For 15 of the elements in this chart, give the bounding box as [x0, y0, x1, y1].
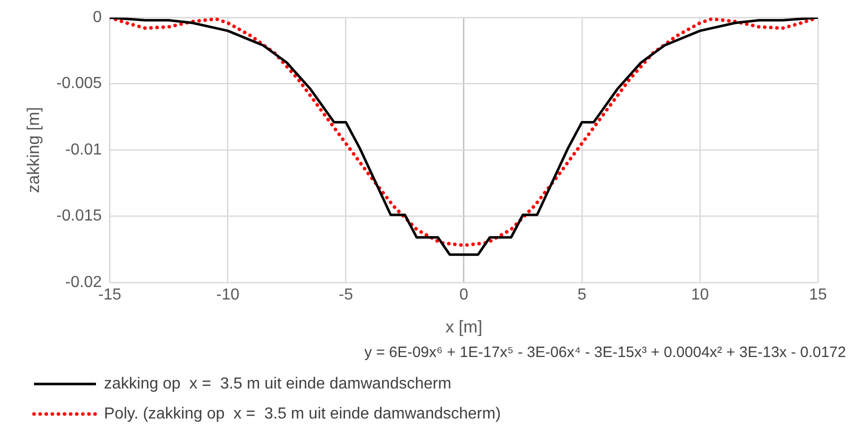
y-tick-label: -0.005 — [56, 75, 102, 92]
legend-label: Poly. (zakking op x = 3.5 m uit einde damwandscherm) — [104, 405, 501, 422]
x-tick-label: -5 — [338, 286, 354, 304]
legend-label: zakking op x = 3.5 m uit einde damwandscherm — [104, 375, 452, 392]
x-axis-title: x [m] — [445, 317, 482, 336]
y-tick-label: -0.01 — [65, 141, 102, 158]
text: y = 6E-09x⁶ + 1E-17x⁵ - 3E-06x⁴ - 3E-15x³ + 0.0004x² + 3E-13x - 0.0172 — [364, 344, 846, 362]
x-tick-label: 10 — [691, 286, 709, 304]
x-tick-label: -10 — [216, 286, 240, 304]
x-tick-label: 15 — [809, 286, 827, 304]
y-tick-label: -0.015 — [56, 208, 102, 225]
x-tick-label: 0 — [459, 286, 468, 304]
x-tick-label: 5 — [577, 286, 586, 304]
y-axis-title: zakking [m] — [24, 107, 43, 193]
y-tick-label: 0 — [92, 9, 102, 26]
